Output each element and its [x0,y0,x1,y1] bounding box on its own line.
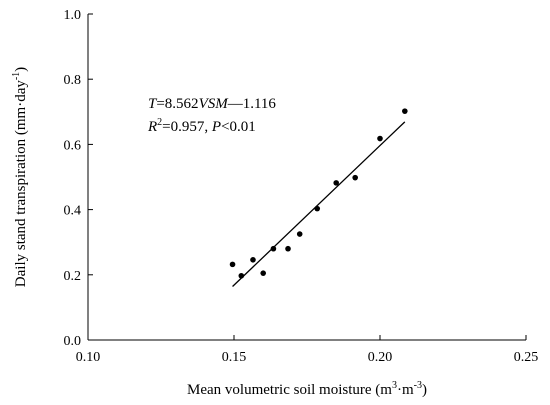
data-point [333,180,340,186]
y-tick-label: 0.0 [64,334,82,349]
x-axis-title-sup2: -3 [414,380,422,391]
data-point [260,270,267,276]
data-point [250,257,256,263]
y-tick-label: 0.4 [64,204,82,219]
data-point [296,231,303,237]
regression-equation: T=8.562VSM—1.116 [148,96,276,112]
y-tick-label: 1.0 [64,8,82,23]
x-tick-label: 0.20 [368,350,393,365]
x-tick-label: 0.10 [76,350,101,365]
data-point [229,261,236,268]
y-axis-title-end: ) [13,67,29,72]
x-axis-title: Mean volumetric soil moisture (m3·m-3) [187,380,427,398]
data-point [285,245,291,252]
y-axis-title: Daily stand transpiration (mm·day-1) [11,67,29,287]
data-point [314,205,321,212]
x-axis-title-sup1: 3 [392,380,397,391]
y-tick-label: 0.8 [64,73,82,88]
data-point [352,174,358,181]
y-axis-title-sup: -1 [11,72,22,80]
regression-line [232,121,406,287]
y-ticks: 0.0 0.2 0.4 0.6 0.8 1.0 [64,8,93,349]
data-points [229,108,408,279]
data-point [377,135,383,142]
y-tick-label: 0.6 [64,138,82,153]
data-point [238,272,245,279]
x-tick-label: 0.15 [222,350,247,365]
x-axis-title-mid: ·m [397,382,414,398]
x-ticks: 0.10 0.15 0.20 0.25 [76,335,539,365]
r-squared-label: R2=0.957, P<0.01 [147,117,256,135]
data-point [402,108,408,114]
y-tick-label: 0.2 [64,269,82,284]
x-axis-title-end: ) [422,382,427,398]
x-tick-label: 0.25 [514,350,539,365]
data-point [270,245,277,252]
